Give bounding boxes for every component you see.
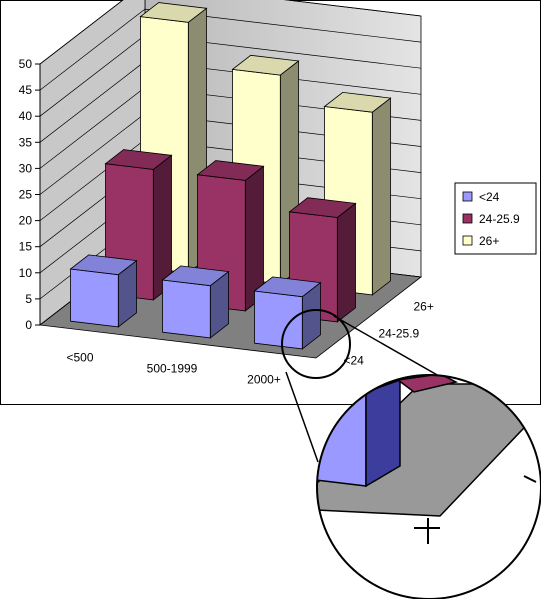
- y-tick-label: 40: [19, 109, 33, 123]
- x-axis-labels: <500 500-1999 2000+: [66, 351, 280, 387]
- magnified-tick-mark-3: [523, 475, 537, 483]
- x-tick-label: <500: [66, 351, 93, 365]
- legend-label: 24-25.9: [479, 212, 520, 226]
- y-tick-label: 50: [19, 57, 33, 71]
- magnified-view: [317, 375, 541, 599]
- y-tick-label: 15: [19, 240, 33, 254]
- y-axis: 0 5 10 15 20 25 30 35 40 45 50: [19, 57, 41, 332]
- bar-top: [288, 197, 357, 218]
- bar-top: [196, 160, 265, 181]
- bar-side: [336, 202, 356, 323]
- bar-top: [69, 254, 138, 276]
- bar-top: [231, 54, 300, 76]
- legend-swatch: [462, 213, 473, 224]
- legend-swatch: [462, 235, 473, 246]
- gridline: [39, 8, 422, 91]
- x-tick-label: 500-1999: [147, 362, 198, 376]
- gridline: [39, 0, 422, 65]
- bar-front: [254, 290, 303, 350]
- y-tick-label: 25: [19, 188, 33, 202]
- y-tick-label: 20: [19, 214, 33, 228]
- bars: [69, 2, 392, 350]
- depth-tick-label: <24: [344, 354, 365, 368]
- callout-line-left: [285, 371, 319, 463]
- bar-side: [371, 97, 391, 296]
- bar: [69, 254, 138, 328]
- bar-top: [253, 276, 322, 298]
- legend: <24 24-25.9 26+: [454, 182, 537, 255]
- bar: [253, 276, 322, 350]
- bar-top: [161, 265, 230, 287]
- depth-axis-labels: <24 24-25.9 26+: [344, 300, 434, 368]
- y-tick-label: 5: [25, 292, 32, 306]
- legend-label: 26+: [479, 234, 499, 248]
- bar-top: [323, 91, 392, 113]
- y-tick-label: 35: [19, 135, 33, 149]
- magnified-bar-front: [317, 390, 367, 487]
- legend-label: <24: [479, 190, 500, 204]
- y-tick-label: 0: [25, 318, 32, 332]
- bar-front: [70, 268, 119, 328]
- y-tick-label: 30: [19, 161, 33, 175]
- magnifier-small-circle: [281, 309, 351, 379]
- y-tick-label: 45: [19, 83, 33, 97]
- x-tick-label: 2000+: [247, 373, 281, 387]
- bar-front: [162, 279, 211, 339]
- y-tick-label: 10: [19, 266, 33, 280]
- bar: [161, 265, 230, 339]
- bar-top: [104, 149, 173, 170]
- magnifier-callout: [281, 309, 541, 600]
- depth-tick-label: 26+: [414, 300, 434, 314]
- magnified-bar-side: [365, 378, 401, 488]
- legend-swatch: [462, 191, 473, 202]
- depth-tick-label: 24-25.9: [379, 327, 420, 341]
- bar-top: [139, 2, 208, 23]
